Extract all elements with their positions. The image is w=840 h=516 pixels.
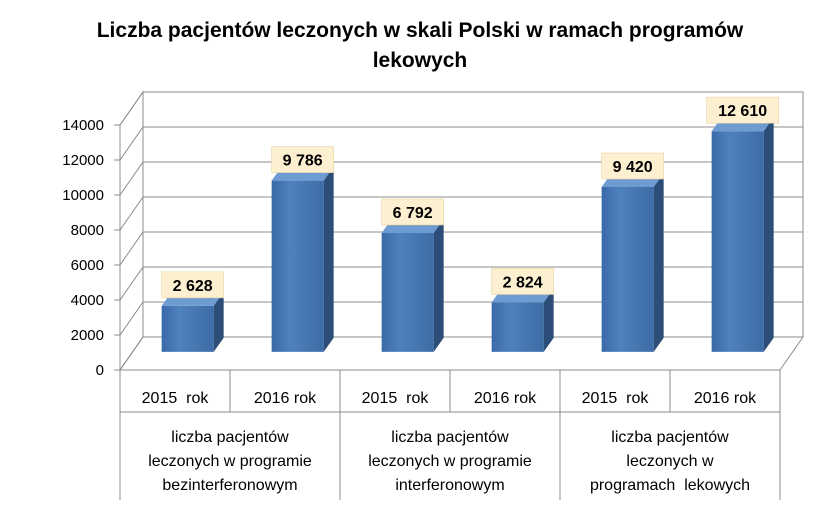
side-wall — [119, 90, 144, 372]
gridline — [119, 91, 803, 126]
gridline — [119, 161, 803, 196]
gridline — [119, 196, 803, 231]
bar — [491, 302, 544, 352]
data-label-box — [706, 96, 779, 124]
bar-side — [763, 117, 774, 352]
y-tick-label: 2000 — [71, 327, 104, 344]
data-label: 9 786 — [283, 153, 323, 170]
data-label-box — [491, 268, 554, 295]
bar — [381, 232, 434, 352]
data-label: 9 420 — [613, 159, 653, 176]
y-tick-label: 0 — [96, 362, 104, 379]
data-label: 2 628 — [173, 278, 213, 295]
y-tick-label: 4000 — [71, 292, 104, 309]
x-tick-label: 2016 rok — [694, 390, 757, 407]
bar-side — [323, 166, 334, 352]
gridline — [119, 301, 803, 336]
y-tick-label: 12000 — [62, 152, 104, 169]
data-label-box — [381, 198, 444, 226]
bar-side — [653, 173, 664, 352]
gridline — [119, 126, 803, 161]
bar — [161, 305, 214, 352]
gridline — [119, 231, 803, 266]
data-label: 12 610 — [718, 103, 767, 120]
data-label: 2 824 — [503, 274, 543, 291]
gridline — [119, 266, 803, 301]
group-label: liczba pacjentów leczonych w programach le… — [590, 429, 750, 494]
x-tick-label: 2015 rok — [362, 390, 430, 407]
gridline — [119, 336, 803, 371]
x-tick-label: 2015 rok — [582, 390, 650, 407]
bar-side — [213, 291, 224, 352]
y-tick-label: 6000 — [71, 257, 104, 274]
bar — [271, 180, 324, 352]
bar — [711, 131, 764, 352]
data-label: 6 792 — [393, 205, 433, 222]
x-tick-label: 2016 rok — [254, 390, 317, 407]
group-label: liczba pacjentów leczonych w programie bez… — [148, 429, 312, 494]
back-wall — [142, 91, 804, 338]
bar-side — [543, 288, 554, 352]
y-tick-label: 8000 — [71, 222, 104, 239]
floor — [119, 336, 804, 371]
chart-title: Liczba pacjentów leczonych w skali Polsk… — [96, 19, 744, 72]
x-tick-label: 2015 rok — [142, 390, 210, 407]
data-label-box — [601, 152, 664, 180]
x-tick-label: 2016 rok — [474, 390, 537, 407]
bar-side — [433, 218, 444, 352]
data-label-box — [271, 146, 334, 173]
y-tick-label: 14000 — [62, 117, 104, 134]
bar — [601, 187, 654, 352]
data-label-box — [161, 271, 224, 299]
group-label: liczba pacjentów leczonych w programie int… — [368, 429, 532, 494]
y-tick-label: 10000 — [62, 187, 104, 204]
